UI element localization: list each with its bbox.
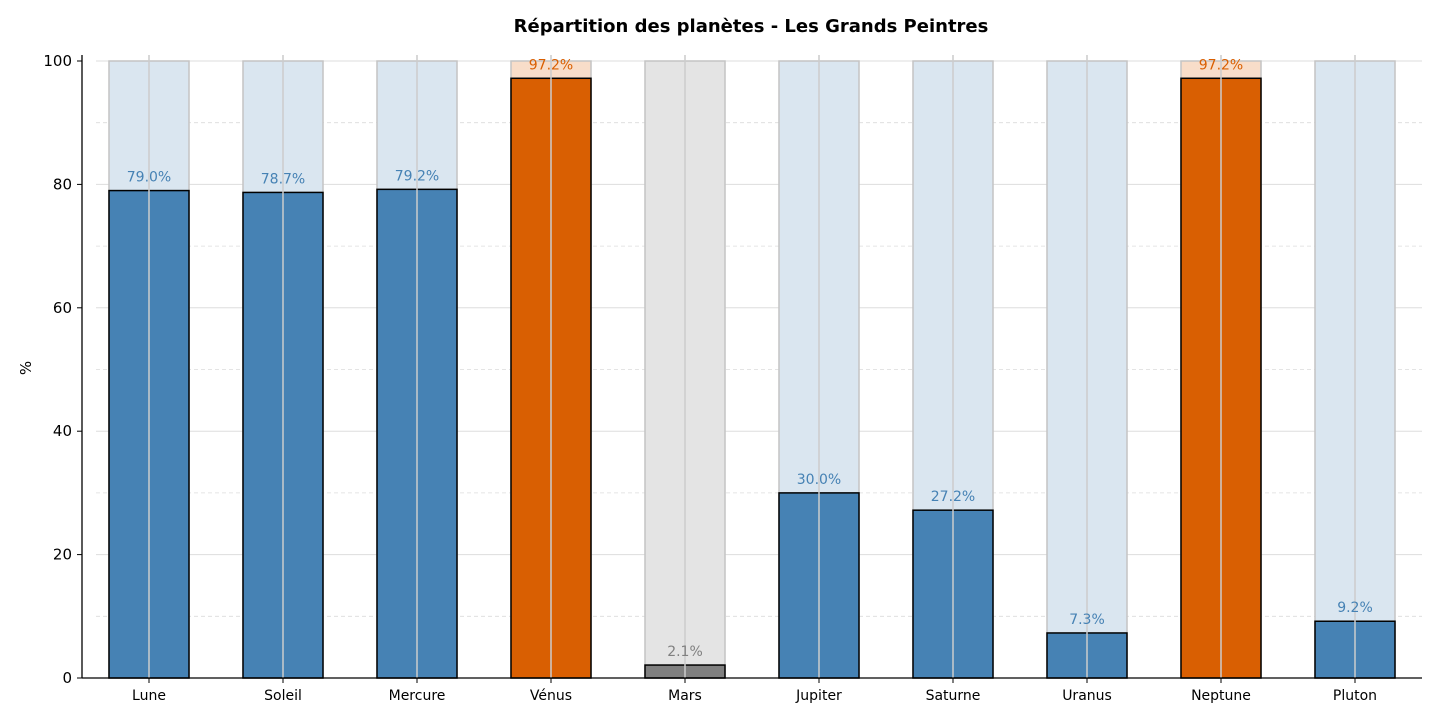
- x-tick-label: Uranus: [1062, 688, 1112, 704]
- y-tick-label: 0: [62, 669, 72, 687]
- data-label: 79.0%: [127, 170, 171, 186]
- data-label: 7.3%: [1069, 612, 1105, 628]
- x-tick-label: Mercure: [389, 688, 446, 704]
- y-tick-label: 80: [53, 175, 72, 193]
- y-axis-label: %: [17, 361, 35, 375]
- x-tick-label: Lune: [132, 688, 166, 704]
- y-tick-label: 100: [43, 52, 72, 70]
- y-tick-label: 40: [53, 422, 72, 440]
- x-tick-label: Mars: [668, 688, 702, 704]
- data-label: 97.2%: [529, 57, 573, 73]
- x-tick-label: Jupiter: [795, 688, 842, 704]
- data-label: 30.0%: [797, 472, 841, 488]
- x-tick-label: Vénus: [530, 688, 572, 704]
- data-label: 2.1%: [667, 644, 703, 660]
- data-label: 27.2%: [931, 489, 975, 505]
- data-label: 79.2%: [395, 168, 439, 184]
- y-tick-label: 60: [53, 299, 72, 317]
- x-tick-label: Soleil: [264, 688, 302, 704]
- data-label: 97.2%: [1199, 57, 1243, 73]
- chart-title: Répartition des planètes - Les Grands Pe…: [514, 16, 989, 37]
- data-label: 78.7%: [261, 171, 305, 187]
- y-tick-label: 20: [53, 546, 72, 564]
- data-label: 9.2%: [1337, 600, 1373, 616]
- x-tick-label: Pluton: [1333, 688, 1377, 704]
- x-tick-label: Neptune: [1191, 688, 1251, 704]
- x-tick-label: Saturne: [926, 688, 981, 704]
